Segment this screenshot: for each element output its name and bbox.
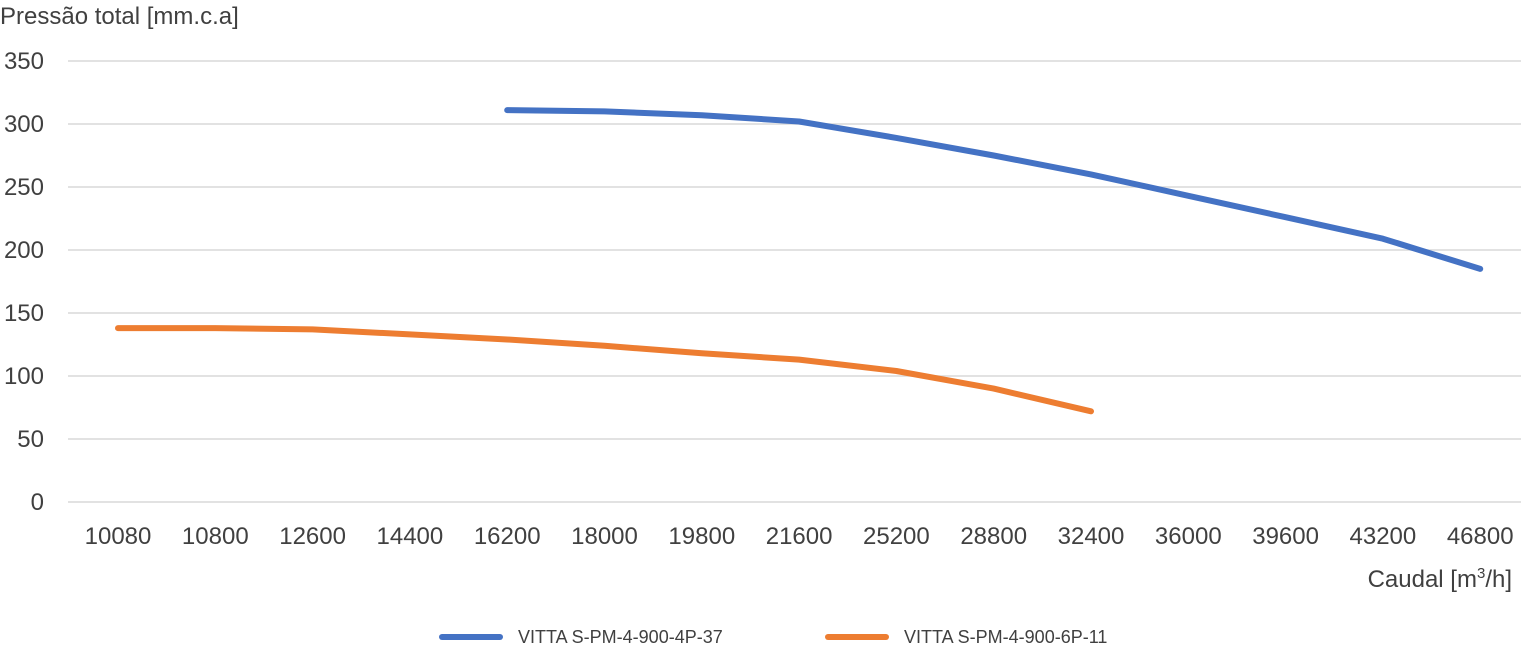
series-lines xyxy=(115,107,1484,415)
x-tick-label: 28800 xyxy=(960,523,1027,550)
x-tick-label: 10080 xyxy=(85,523,152,550)
x-axis-title-suffix: /h] xyxy=(1485,566,1512,593)
y-tick-labels: 0 50 100 150 200 250 300 350 xyxy=(4,48,44,516)
x-tick-label: 46800 xyxy=(1447,523,1514,550)
legend: VITTA S-PM-4-900-4P-37 VITTA S-PM-4-900-6… xyxy=(439,627,1107,647)
y-axis-title: Pressão total [mm.c.a] xyxy=(0,3,239,30)
gridlines xyxy=(68,60,1521,503)
x-tick-label: 39600 xyxy=(1252,523,1319,550)
x-tick-label: 19800 xyxy=(668,523,735,550)
y-tick-label: 50 xyxy=(17,426,44,453)
x-tick-label: 10800 xyxy=(182,523,249,550)
series-line-0 xyxy=(504,107,1484,272)
x-tick-label: 43200 xyxy=(1350,523,1417,550)
x-tick-label: 25200 xyxy=(863,523,930,550)
x-tick-label: 12600 xyxy=(279,523,346,550)
legend-label-1: VITTA S-PM-4-900-6P-11 xyxy=(904,627,1107,647)
y-tick-label: 300 xyxy=(4,111,44,138)
x-tick-label: 16200 xyxy=(474,523,541,550)
y-tick-label: 100 xyxy=(4,363,44,390)
legend-label-0: VITTA S-PM-4-900-4P-37 xyxy=(518,627,723,647)
x-axis-title-prefix: Caudal [m xyxy=(1368,566,1477,593)
x-tick-label: 21600 xyxy=(766,523,833,550)
x-tick-label: 14400 xyxy=(377,523,444,550)
y-tick-label: 350 xyxy=(4,48,44,75)
series-line-1 xyxy=(115,325,1094,415)
y-tick-label: 0 xyxy=(31,489,44,516)
y-tick-label: 200 xyxy=(4,237,44,264)
x-axis-title-sup: 3 xyxy=(1477,565,1485,582)
y-tick-label: 250 xyxy=(4,174,44,201)
x-axis-title: Caudal [m3/h] xyxy=(1368,565,1512,593)
y-tick-label: 150 xyxy=(4,300,44,327)
x-tick-labels: 10080 10800 12600 14400 16200 18000 19800 21600… xyxy=(85,523,1514,550)
x-tick-label: 36000 xyxy=(1155,523,1222,550)
x-tick-label: 32400 xyxy=(1058,523,1125,550)
x-tick-label: 18000 xyxy=(571,523,638,550)
